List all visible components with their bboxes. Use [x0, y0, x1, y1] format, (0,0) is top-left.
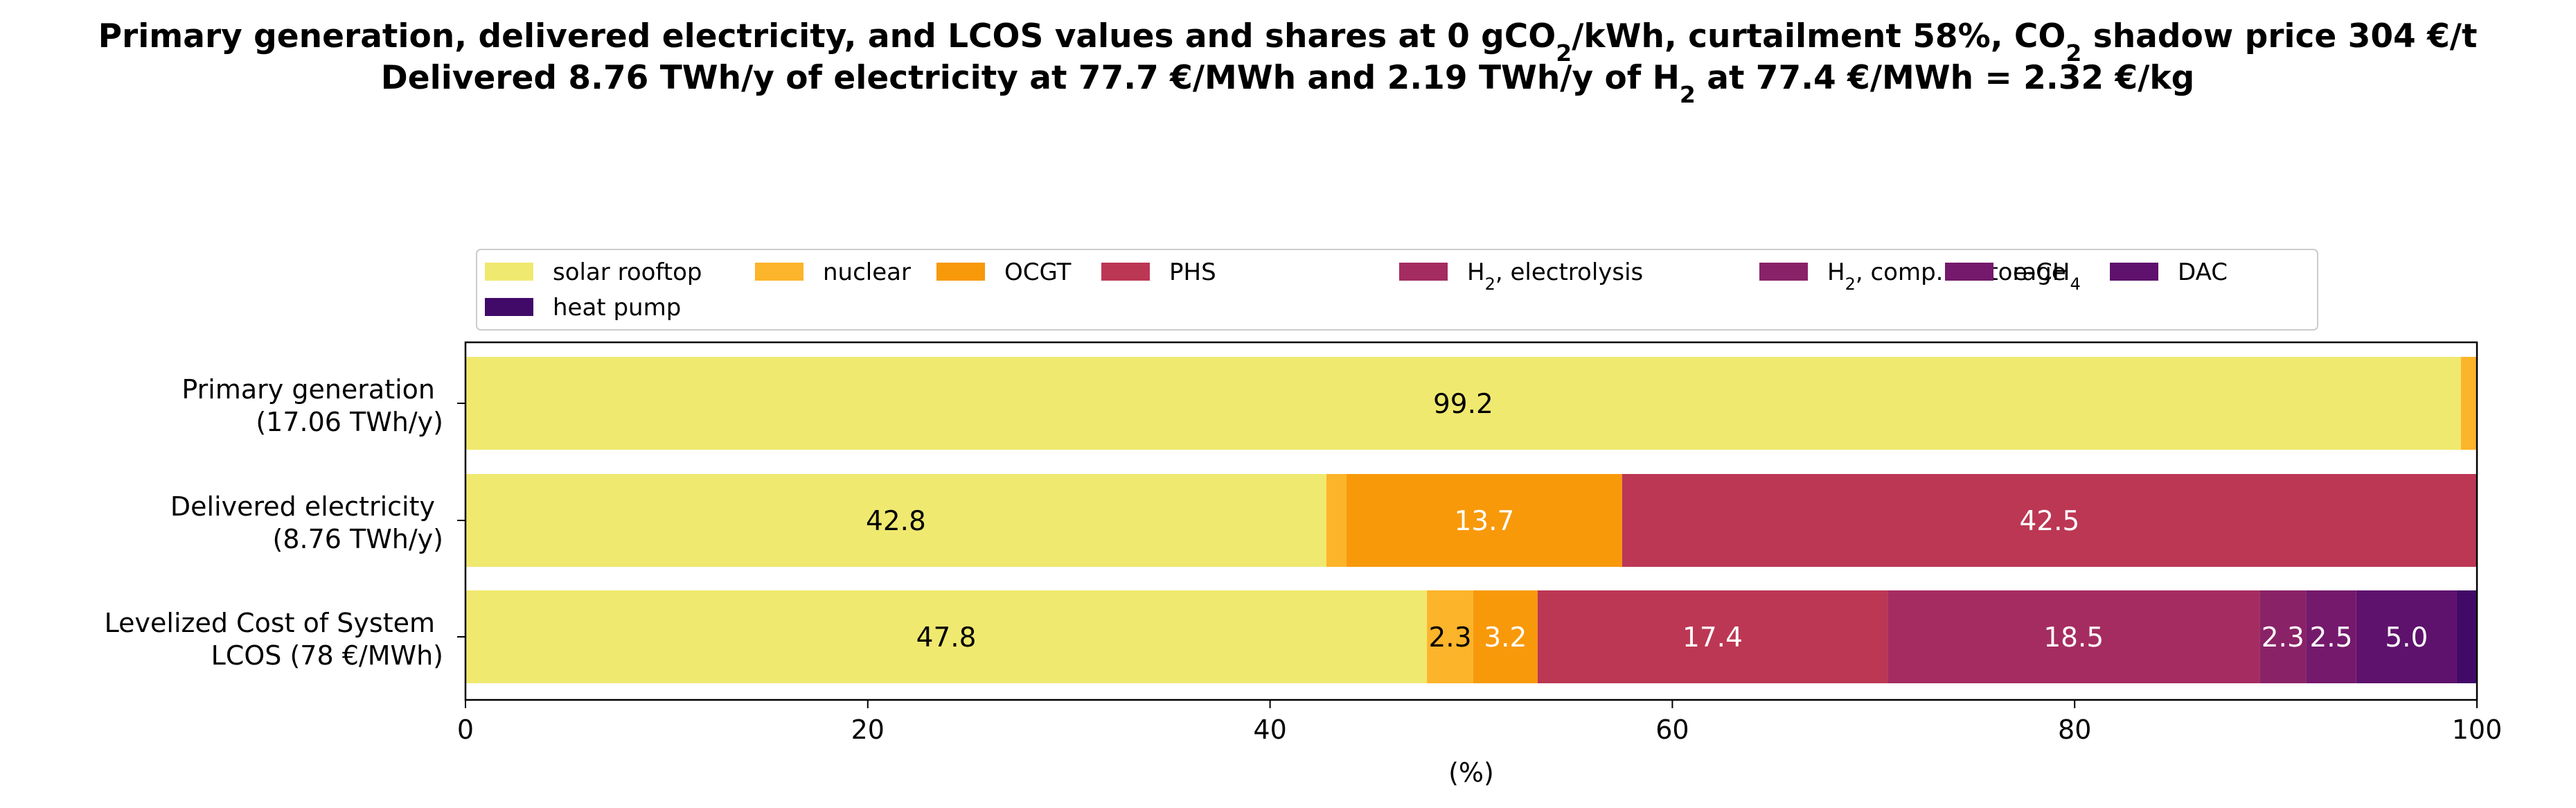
- data-label: 13.7: [1454, 506, 1514, 537]
- bar-segment: [1427, 590, 1473, 683]
- legend-swatch: [1759, 263, 1808, 281]
- legend-swatch: [2110, 263, 2158, 281]
- bar-segment: [2460, 357, 2477, 450]
- bar-segment: [2259, 590, 2307, 683]
- axes: 0 20 40 60 80 100 (%) Primary generation(17.06 …: [105, 341, 2503, 788]
- legend-label: heat pump: [553, 294, 681, 322]
- bar-segment: [2306, 590, 2356, 683]
- bar-segment: [465, 474, 1326, 567]
- x-tick-label: 60: [1655, 714, 1689, 745]
- data-label: 99.2: [1433, 389, 1493, 420]
- y-tick-label: (8.76 TWh/y): [273, 524, 444, 554]
- data-label: 2.3: [2262, 622, 2304, 653]
- legend-label: solar rooftop: [553, 258, 702, 286]
- x-tick-label: 100: [2452, 714, 2503, 745]
- bar-segment: [1473, 590, 1538, 683]
- legend-label: H2, electrolysis: [1467, 258, 1643, 294]
- x-tick-label: 20: [851, 714, 885, 745]
- y-tick-label: LCOS (78 €/MWh): [211, 640, 443, 671]
- bar-segment: [1622, 474, 2477, 567]
- bar-segment: [1326, 474, 1347, 567]
- legend: solar rooftop nuclear OCGT PHS H2, electroly…: [476, 249, 2318, 331]
- legend-swatch: [1101, 263, 1150, 281]
- legend-swatch: [936, 263, 985, 281]
- x-axis-label: (%): [1448, 757, 1494, 788]
- data-label: 5.0: [2385, 622, 2428, 653]
- chart-title: Primary generation, delivered electricit…: [98, 17, 2478, 108]
- y-tick-label: Delivered electricity: [170, 491, 435, 522]
- plot-area: 99.242.8 13.7 42.547.8 2.3 3.2 17.4 18.5 2.3 2.5…: [465, 357, 2477, 683]
- data-label: 2.3: [1428, 622, 1471, 653]
- bar-segment: [465, 357, 2461, 450]
- data-label: 18.5: [2043, 622, 2104, 653]
- data-label: 2.5: [2309, 622, 2352, 653]
- legend-swatch: [485, 298, 533, 316]
- y-tick-label: Levelized Cost of System: [105, 608, 435, 638]
- legend-label: OCGT: [1004, 258, 1072, 286]
- legend-label: nuclear: [823, 258, 911, 286]
- legend-swatch: [1945, 263, 1993, 281]
- title-line-2: Delivered 8.76 TWh/y of electricity at 7…: [381, 59, 2195, 108]
- bar-segment: [2356, 590, 2457, 683]
- legend-label: DAC: [2178, 258, 2228, 286]
- title-line-1: Primary generation, delivered electricit…: [98, 17, 2478, 67]
- legend-swatch: [485, 263, 533, 281]
- bar-segment: [1537, 590, 1888, 683]
- legend-swatch: [755, 263, 803, 281]
- y-tick-label: (17.06 TWh/y): [256, 407, 443, 437]
- legend-label: PHS: [1169, 258, 1216, 286]
- bar-segment: [465, 590, 1428, 683]
- bar-segment: [1346, 474, 1622, 567]
- data-label: 42.8: [866, 506, 926, 537]
- x-tick-label: 0: [457, 714, 474, 745]
- legend-swatch: [1399, 263, 1448, 281]
- bar-segment: [2456, 590, 2477, 683]
- data-label: 47.8: [916, 622, 977, 653]
- data-label: 42.5: [2019, 506, 2079, 537]
- legend-label: e-CH4: [2013, 258, 2081, 294]
- data-label: 17.4: [1682, 622, 1743, 653]
- x-tick-label: 80: [2058, 714, 2091, 745]
- x-tick-label: 40: [1253, 714, 1286, 745]
- data-label: 3.2: [1484, 622, 1527, 653]
- y-tick-label: Primary generation: [181, 374, 435, 405]
- bar-segment: [1887, 590, 2260, 683]
